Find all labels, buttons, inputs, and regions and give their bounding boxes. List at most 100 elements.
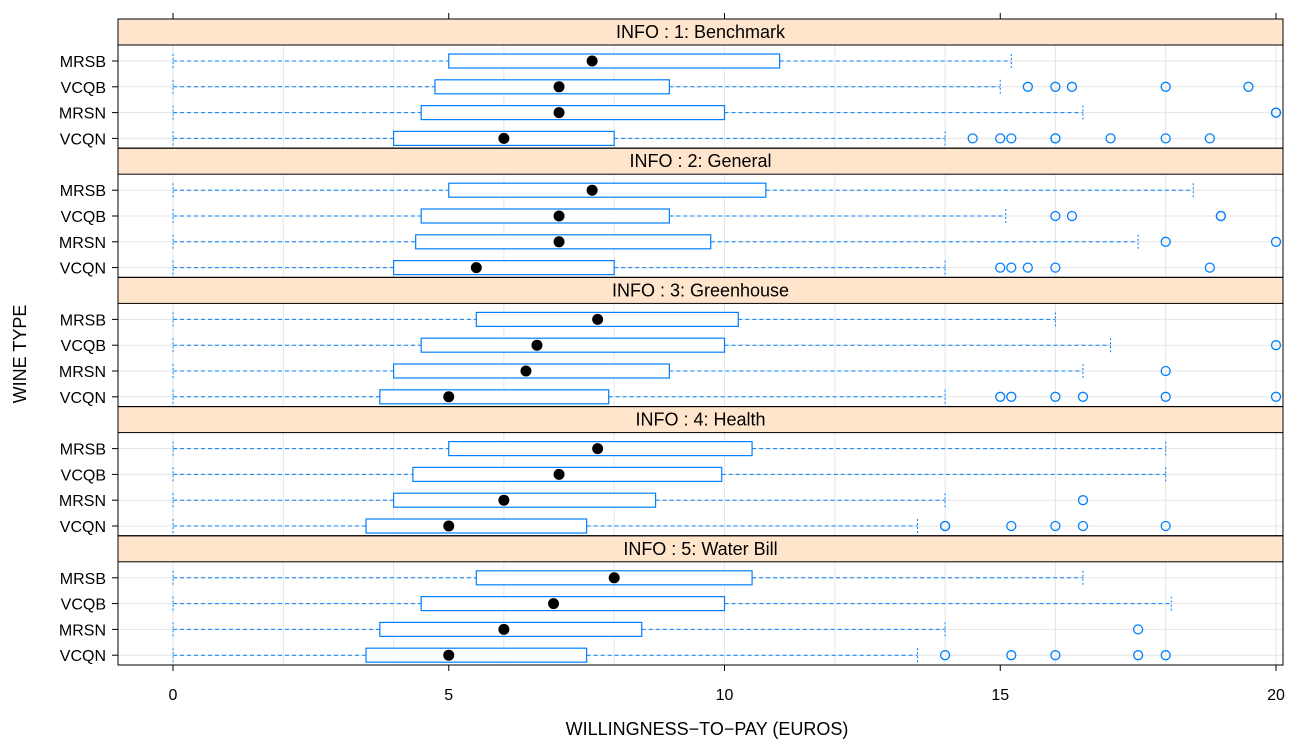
outlier-point (1204, 133, 1215, 144)
panel-title: INFO : 3: Greenhouse (612, 280, 789, 300)
outlier-point (1077, 391, 1089, 402)
box-vcqn (172, 389, 1282, 405)
box-iqr (379, 389, 610, 405)
box-mrsn (172, 234, 1282, 250)
box-iqr (420, 595, 726, 612)
median-point (553, 107, 565, 119)
outlier-point (1160, 365, 1171, 377)
median-point (553, 468, 565, 480)
outlier-point (995, 262, 1006, 273)
y-tick-label: MRSB (60, 54, 106, 71)
outlier-point (1050, 133, 1061, 144)
box-iqr (365, 518, 588, 534)
median-point (470, 262, 482, 274)
median-point (498, 623, 510, 635)
box-mrsb (172, 182, 1194, 198)
outlier-point (1050, 650, 1061, 661)
outlier-point (1160, 81, 1171, 92)
panel-strip (117, 147, 1284, 175)
median-point (592, 443, 604, 455)
outlier-point (995, 133, 1006, 144)
box-iqr (365, 647, 588, 663)
y-tick-label: MRSN (59, 622, 106, 639)
outlier-point (1215, 210, 1226, 222)
box-mrsb (172, 311, 1056, 327)
box-mrsn (172, 621, 1144, 638)
box-mrsb (172, 441, 1167, 457)
outlier-point (1132, 650, 1144, 661)
panel-title: INFO : 5: Water Bill (623, 539, 777, 559)
outlier-point (939, 520, 951, 532)
axes-layer: 0 5 10 15 20 (169, 13, 1285, 704)
x-axis-title: WILLINGNESS−TO−PAY (EUROS) (566, 719, 849, 739)
outlier-point (939, 650, 951, 661)
box-vcqn (172, 647, 1171, 663)
x-tick-label: 10 (716, 687, 734, 704)
median-point (520, 365, 532, 377)
outlier-point (1050, 81, 1061, 92)
outlier-point (1006, 520, 1017, 532)
y-tick-label: VCQB (61, 80, 106, 97)
panel-title: INFO : 4: Health (635, 410, 765, 430)
outlier-point (1204, 262, 1215, 273)
box-iqr (448, 182, 767, 198)
panel-3: INFO : 3: Greenhouse MRSB VCQB MRSN VCQN (59, 276, 1284, 408)
y-tick-label: MRSN (59, 235, 106, 252)
median-point (608, 572, 620, 584)
outlier-point (1243, 81, 1254, 92)
box-mrsb (172, 53, 1012, 69)
panel-strip (117, 18, 1284, 46)
box-vcqn (172, 518, 1171, 534)
box-vcqn (172, 130, 1215, 146)
median-point (592, 313, 604, 325)
box-iqr (412, 466, 723, 482)
panel-1: INFO : 1: Benchmark MRSB VCQB MRSN VCQN (59, 18, 1284, 149)
outlier-point (1160, 520, 1171, 532)
y-tick-label: VCQN (60, 131, 106, 148)
median-point (443, 520, 455, 532)
y-tick-label: MRSB (60, 183, 106, 200)
y-tick-label: MRSN (59, 493, 106, 510)
outlier-point (1105, 133, 1116, 144)
outlier-point (1050, 262, 1061, 273)
median-point (531, 339, 543, 351)
outlier-point (1077, 520, 1089, 532)
median-point (586, 184, 598, 196)
outlier-point (1050, 210, 1061, 222)
median-point (443, 391, 455, 403)
panel-5: INFO : 5: Water Bill MRSB VCQB MRSN VCQN (59, 535, 1284, 666)
panel-strip (117, 406, 1284, 434)
outlier-point (1006, 133, 1017, 144)
panel-border (117, 535, 1284, 666)
box-vcqn (172, 260, 1215, 276)
outlier-point (1270, 107, 1282, 118)
box-iqr (434, 79, 670, 95)
median-point (498, 494, 510, 506)
box-iqr (393, 260, 615, 276)
outlier-point (1270, 391, 1282, 402)
outlier-point (1160, 650, 1171, 661)
box-iqr (393, 363, 670, 379)
box-iqr (420, 208, 670, 224)
box-iqr (393, 492, 657, 508)
y-axis-title: WINE TYPE (10, 305, 30, 404)
box-iqr (420, 104, 726, 121)
outlier-point (1160, 391, 1171, 402)
median-point (498, 132, 510, 144)
y-tick-label: MRSB (60, 571, 106, 588)
x-tick-label: 20 (1267, 687, 1285, 704)
panel-2: INFO : 2: General MRSB VCQB MRSN VCQN (59, 147, 1284, 278)
y-tick-label: VCQB (61, 209, 106, 226)
outlier-point (995, 391, 1006, 402)
outlier-point (967, 133, 978, 144)
outlier-point (1077, 495, 1089, 506)
median-point (586, 55, 598, 67)
y-tick-label: MRSN (59, 364, 106, 381)
outlier-point (1050, 520, 1061, 532)
y-tick-label: VCQN (60, 648, 106, 665)
panel-4: INFO : 4: Health MRSB VCQB MRSN VCQN (59, 406, 1284, 537)
y-tick-label: VCQN (60, 519, 106, 536)
median-point (553, 236, 565, 248)
y-tick-label: VCQN (60, 261, 106, 278)
